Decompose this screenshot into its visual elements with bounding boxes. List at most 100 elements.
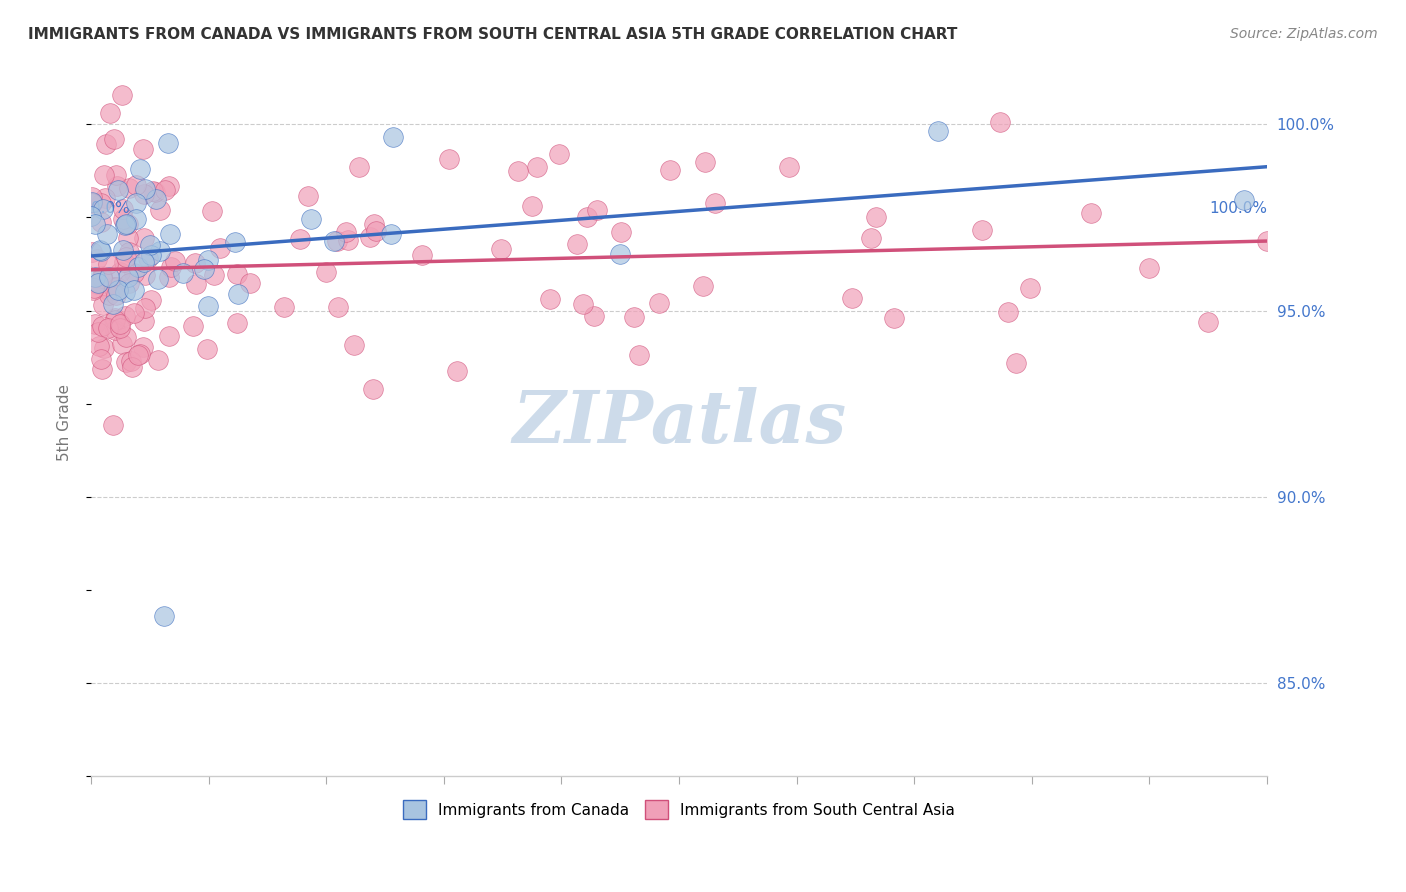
Point: [224, 235, 246, 250]
Point: [89, 244, 111, 258]
Point: [82, 283, 104, 297]
Point: [94, 190, 117, 204]
Point: [108, 321, 131, 335]
Point: [101, 418, 124, 433]
Point: [96, 227, 118, 241]
Point: [90, 215, 112, 229]
Point: [226, 267, 249, 281]
Point: [335, 225, 357, 239]
Point: [157, 329, 180, 343]
Point: [1080, 206, 1102, 220]
Point: [134, 186, 156, 201]
Point: [139, 293, 162, 307]
Point: [108, 317, 131, 331]
Point: [117, 231, 139, 245]
Point: [149, 202, 172, 217]
Point: [139, 248, 162, 262]
Point: [439, 152, 461, 166]
Point: [692, 279, 714, 293]
Point: [239, 277, 262, 291]
Point: [520, 199, 543, 213]
Point: [172, 267, 194, 281]
Point: [90, 352, 112, 367]
Point: [380, 227, 402, 242]
Point: [565, 236, 588, 251]
Point: [105, 287, 128, 301]
Point: [273, 300, 295, 314]
Point: [1256, 234, 1278, 248]
Point: [288, 232, 311, 246]
Point: [97, 321, 120, 335]
Point: [145, 185, 167, 199]
Point: [159, 227, 181, 241]
Point: [181, 319, 204, 334]
Point: [118, 276, 141, 290]
Point: [1004, 356, 1026, 370]
Point: [112, 254, 135, 268]
Point: [610, 225, 633, 239]
Point: [363, 383, 385, 397]
Point: [90, 195, 112, 210]
Point: [145, 192, 167, 206]
Point: [146, 353, 169, 368]
Point: [97, 257, 120, 271]
Point: [124, 178, 146, 192]
Point: [87, 339, 110, 353]
Point: [997, 305, 1019, 319]
Point: [114, 309, 136, 323]
Point: [108, 265, 131, 279]
Point: [315, 265, 337, 279]
Point: [127, 348, 149, 362]
Point: [115, 250, 138, 264]
Text: 0.0%: 0.0%: [91, 201, 129, 216]
Point: [572, 296, 595, 310]
Point: [208, 242, 231, 256]
Point: [101, 297, 124, 311]
Point: [104, 311, 127, 326]
Point: [343, 337, 366, 351]
Point: [575, 210, 598, 224]
Point: [326, 301, 349, 315]
Point: [117, 218, 139, 232]
Point: [778, 161, 800, 175]
Point: [201, 204, 224, 219]
Text: 100.0%: 100.0%: [1209, 201, 1267, 216]
Point: [111, 202, 134, 216]
Point: [94, 136, 117, 151]
Point: [91, 268, 114, 283]
Point: [134, 182, 156, 196]
Point: [297, 188, 319, 202]
Point: [105, 178, 128, 193]
Point: [124, 195, 146, 210]
Point: [105, 279, 128, 293]
Point: [83, 281, 105, 295]
Point: [132, 142, 155, 156]
Point: [359, 230, 381, 244]
Point: [186, 277, 208, 291]
Point: [226, 316, 249, 330]
Point: [111, 336, 134, 351]
Point: [363, 217, 385, 231]
Point: [87, 325, 110, 339]
Point: [149, 244, 172, 259]
Point: [134, 301, 156, 315]
Point: [988, 115, 1011, 129]
Point: [157, 270, 180, 285]
Point: [526, 160, 548, 174]
Point: [111, 87, 134, 102]
Point: [112, 243, 135, 257]
Point: [132, 313, 155, 327]
Point: [93, 168, 115, 182]
Point: [104, 312, 127, 326]
Point: [122, 306, 145, 320]
Point: [585, 202, 607, 217]
Point: [609, 247, 631, 261]
Legend: Immigrants from Canada, Immigrants from South Central Asia: Immigrants from Canada, Immigrants from …: [396, 794, 960, 825]
Point: [883, 310, 905, 325]
Point: [927, 124, 949, 138]
Point: [1139, 261, 1161, 276]
Point: [165, 254, 187, 268]
Point: [623, 310, 645, 324]
Point: [132, 230, 155, 244]
Point: [84, 318, 107, 332]
